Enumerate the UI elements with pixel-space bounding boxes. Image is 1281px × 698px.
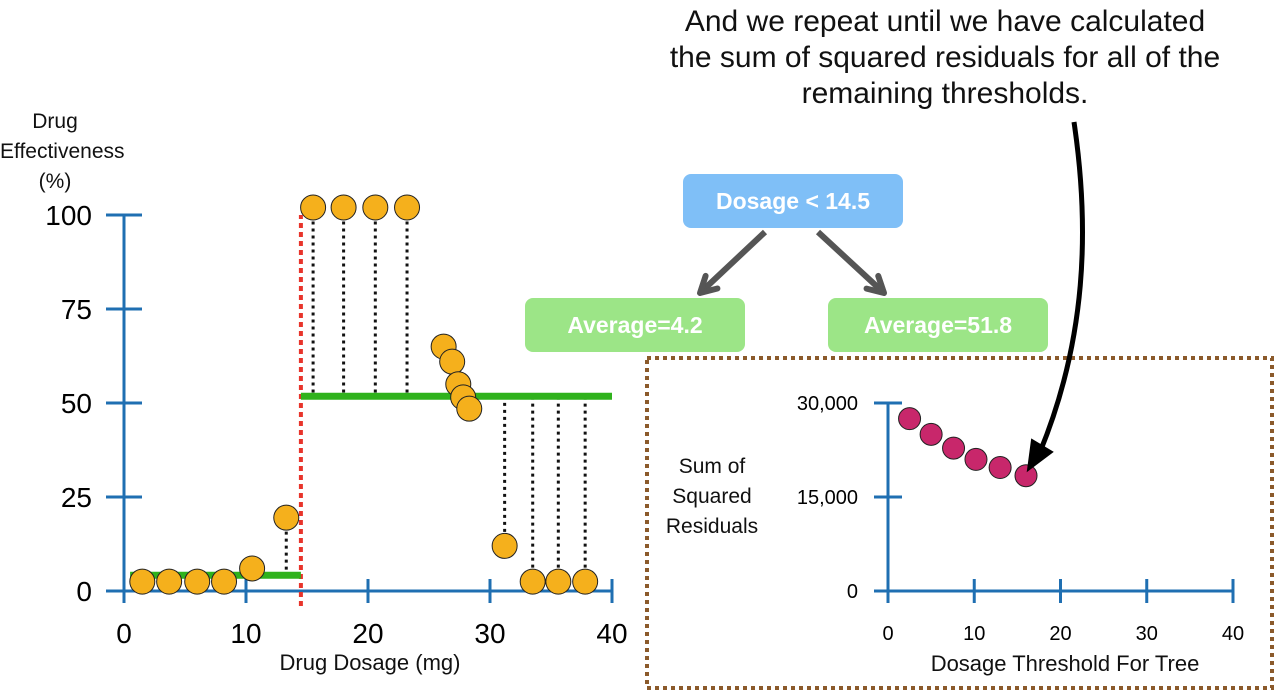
ssr-point bbox=[898, 407, 922, 431]
main-x-tick-label: 10 bbox=[230, 618, 261, 649]
ssr-point bbox=[988, 456, 1012, 480]
tree-arrow-right-head bbox=[863, 272, 887, 296]
tree-root-node: Dosage < 14.5 bbox=[683, 174, 903, 228]
pointer-arrow bbox=[1037, 121, 1085, 453]
ssr-point bbox=[964, 447, 988, 471]
tree-arrow-left-head bbox=[697, 272, 721, 296]
data-point bbox=[300, 194, 327, 221]
main-y-tick-label: 75 bbox=[61, 294, 92, 325]
inset-x-tick-label: 10 bbox=[963, 623, 985, 645]
data-point bbox=[491, 532, 518, 559]
data-point bbox=[572, 568, 599, 595]
data-point bbox=[439, 348, 466, 375]
main-x-tick-label: 20 bbox=[352, 618, 383, 649]
caption-text: And we repeat until we have calculated t… bbox=[669, 5, 1221, 110]
main-x-axis-label: Drug Dosage (mg) bbox=[279, 650, 461, 675]
data-point bbox=[456, 395, 483, 422]
data-point bbox=[519, 568, 546, 595]
ssr-point bbox=[1014, 464, 1038, 488]
data-point bbox=[239, 555, 266, 582]
main-y-tick-label: 50 bbox=[61, 388, 92, 419]
inset-x-tick-label: 30 bbox=[1136, 623, 1158, 645]
data-point bbox=[394, 194, 421, 221]
data-point bbox=[129, 568, 156, 595]
main-y-tick-label: 0 bbox=[76, 576, 92, 607]
inset-y-tick-label: 30,000 bbox=[797, 393, 858, 415]
data-point bbox=[273, 504, 300, 531]
tree-right-leaf: Average=51.8 bbox=[828, 298, 1048, 352]
main-y-axis-label: Drug Effectiveness (%) bbox=[0, 110, 125, 193]
main-x-tick-label: 0 bbox=[116, 618, 132, 649]
inset-y-axis-label: Sum of Squared Residuals bbox=[665, 455, 759, 538]
main-x-tick-label: 40 bbox=[596, 618, 627, 649]
inset-x-axis-label: Dosage Threshold For Tree bbox=[930, 651, 1200, 676]
data-point bbox=[156, 568, 183, 595]
inset-x-tick-label: 20 bbox=[1049, 623, 1071, 645]
ssr-point bbox=[942, 436, 966, 460]
main-y-tick-label: 25 bbox=[61, 482, 92, 513]
ssr-point bbox=[919, 422, 943, 446]
inset-y-tick-label: 0 bbox=[847, 581, 858, 603]
data-point bbox=[362, 194, 389, 221]
inset-x-tick-label: 0 bbox=[882, 623, 893, 645]
inset-x-tick-label: 40 bbox=[1222, 623, 1244, 645]
data-point bbox=[545, 568, 572, 595]
inset-border bbox=[645, 356, 1274, 690]
data-point bbox=[211, 568, 238, 595]
tree-arrow-left bbox=[697, 229, 768, 296]
tree-arrow-right bbox=[815, 229, 887, 296]
data-point bbox=[184, 568, 211, 595]
main-y-tick-label: 100 bbox=[45, 200, 92, 231]
tree-left-leaf: Average=4.2 bbox=[525, 298, 745, 352]
data-point bbox=[330, 194, 357, 221]
inset-y-tick-label: 15,000 bbox=[797, 487, 858, 509]
pointer-arrow-head bbox=[1026, 438, 1054, 473]
main-x-tick-label: 30 bbox=[474, 618, 505, 649]
